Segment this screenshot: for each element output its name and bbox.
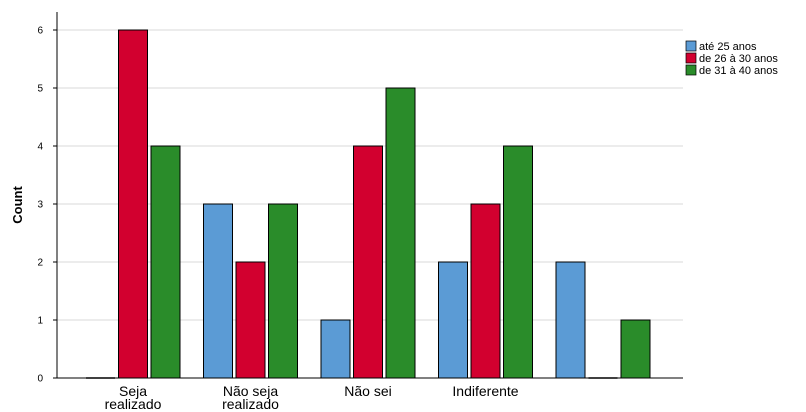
- bar: [235, 261, 266, 379]
- bars: [86, 29, 651, 379]
- bar: [353, 145, 383, 379]
- y-tick-label: 0: [37, 374, 43, 385]
- bar: [470, 203, 501, 379]
- axes: [53, 12, 683, 379]
- bar: [555, 261, 586, 379]
- x-tick-label: Seja: [119, 383, 147, 399]
- legend-label: de 31 à 40 anos: [699, 65, 778, 77]
- legend-swatch: [685, 40, 697, 52]
- legend-label: de 26 à 30 anos: [699, 53, 778, 65]
- bar: [385, 87, 416, 379]
- legend-swatch: [685, 64, 697, 76]
- y-tick-label: 1: [37, 316, 43, 327]
- x-tick-label: Não seja: [223, 383, 278, 399]
- x-tick-label: realizado: [222, 396, 279, 412]
- y-tick-labels: 0 1 2 3 4 5 6: [37, 26, 43, 385]
- x-tick-label: Indiferente: [452, 383, 518, 399]
- x-tick-label: realizado: [105, 396, 162, 412]
- bar: [438, 261, 468, 379]
- y-tick-label: 4: [37, 142, 43, 153]
- y-tick-label: 5: [37, 84, 43, 95]
- y-tick-label: 6: [37, 26, 43, 37]
- legend-label: até 25 anos: [699, 41, 757, 53]
- y-tick-label: 3: [37, 200, 43, 211]
- legend-swatch: [685, 52, 697, 64]
- bar: [203, 203, 233, 379]
- bar: [503, 145, 533, 379]
- y-axis-label: Count: [10, 186, 25, 224]
- bar: [320, 319, 351, 379]
- bar: [118, 29, 148, 379]
- x-tick-label: Não sei: [344, 383, 391, 399]
- bar: [150, 145, 181, 379]
- bar: [620, 319, 651, 379]
- bar: [268, 203, 298, 379]
- y-tick-label: 2: [37, 258, 43, 269]
